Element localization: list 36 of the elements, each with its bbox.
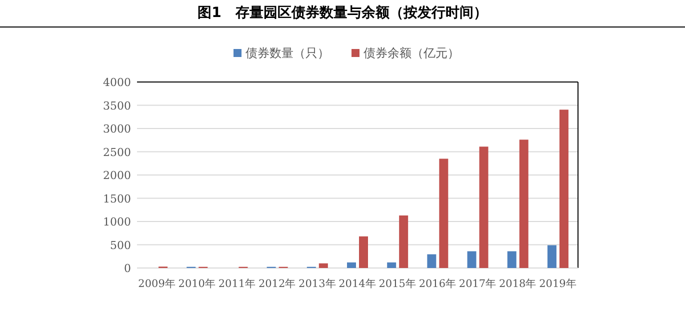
y-tick-label: 2500	[103, 146, 131, 159]
y-tick-label: 4000	[103, 76, 131, 89]
x-tick-label: 2014年	[338, 278, 376, 290]
bar	[547, 245, 556, 268]
bar	[359, 236, 368, 268]
bar	[387, 262, 396, 268]
legend-label: 债券数量（只）	[246, 46, 330, 60]
x-tick-label: 2015年	[378, 278, 416, 290]
x-tick-label: 2016年	[418, 278, 457, 290]
bar	[427, 254, 436, 268]
chart-title: 图1 存量园区债券数量与余额（按发行时间）	[198, 4, 488, 21]
x-tick-label: 2011年	[218, 278, 256, 290]
x-tick-label: 2010年	[178, 278, 216, 290]
y-tick-label: 500	[110, 238, 131, 252]
y-tick-label: 3000	[103, 122, 131, 136]
bar	[399, 215, 408, 268]
y-tick-label: 0	[124, 262, 131, 275]
bar	[479, 146, 488, 268]
y-tick-label: 2000	[103, 169, 131, 182]
x-tick-label: 2019年	[539, 278, 577, 290]
bar	[439, 158, 448, 268]
bar	[318, 263, 328, 268]
legend-label: 债券余额（亿元）	[364, 46, 460, 60]
bar	[347, 262, 356, 268]
y-tick-label: 1500	[103, 192, 131, 206]
bar	[507, 251, 516, 268]
bar	[467, 251, 476, 268]
x-tick-label: 2013年	[298, 278, 336, 290]
x-tick-label: 2012年	[258, 278, 296, 290]
y-tick-label: 3500	[103, 99, 131, 112]
y-tick-label: 1000	[103, 216, 131, 228]
x-tick-label: 2018年	[498, 278, 537, 290]
bar	[559, 110, 568, 268]
bar	[519, 140, 528, 268]
x-tick-label: 2009年	[138, 278, 176, 290]
x-tick-label: 2017年	[458, 278, 497, 290]
